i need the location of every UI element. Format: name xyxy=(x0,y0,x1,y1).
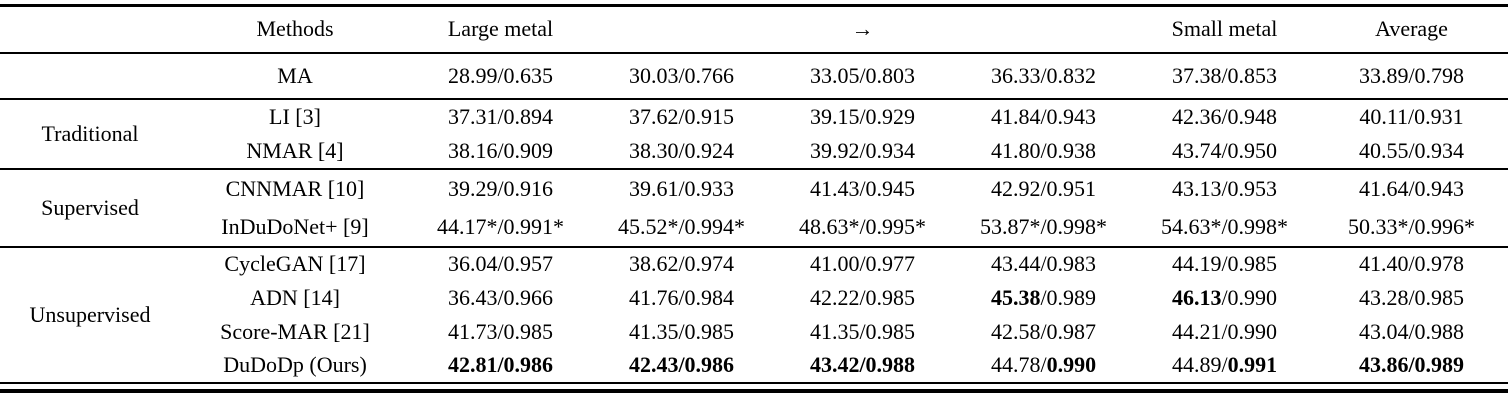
value-cell: 44.21/0.990 xyxy=(1171,318,1278,344)
header-row: Methods Large metal → Small metal Averag… xyxy=(0,6,1508,53)
value-cell: 41.80/0.938 xyxy=(990,137,1097,163)
method-cell: MA xyxy=(180,51,410,99)
value-cell: 43.04/0.988 xyxy=(1358,318,1465,344)
bottom-double-rule xyxy=(0,388,1508,393)
group-cell-unsupervised: Unsupervised xyxy=(0,245,180,383)
value-cell: 39.61/0.933 xyxy=(591,167,772,208)
value-cell: 38.62/0.974 xyxy=(591,245,772,281)
group-cell-empty xyxy=(0,51,180,99)
method-cell: CNNMAR [10] xyxy=(180,167,410,208)
method-cell: LI [3] xyxy=(180,97,410,134)
method-cell: NMAR [4] xyxy=(246,137,344,163)
value-cell: 43.28/0.985 xyxy=(1358,284,1465,310)
table-row-indudonet: InDuDoNet+ [9] 44.17*/0.991* 45.52*/0.99… xyxy=(0,208,1508,247)
col-header-average: Average xyxy=(1375,16,1448,42)
value-cell: 38.16/0.909 xyxy=(447,137,554,163)
value-cell: 37.31/0.894 xyxy=(410,97,591,134)
col-header-blank-1 xyxy=(591,6,772,53)
value-cell: 41.64/0.943 xyxy=(1315,167,1508,208)
value-cell: 42.43/0.986 xyxy=(628,352,735,377)
value-cell: 44.19/0.985 xyxy=(1134,245,1315,281)
value-cell: 36.04/0.957 xyxy=(410,245,591,281)
value-cell: 42.92/0.951 xyxy=(953,167,1134,208)
method-cell: Score-MAR [21] xyxy=(220,318,370,344)
group-cell-supervised: Supervised xyxy=(0,167,180,247)
value-cell: 46.13/0.990 xyxy=(1171,284,1278,310)
table-row-ma: MA 28.99/0.635 30.03/0.766 33.05/0.803 3… xyxy=(0,51,1508,99)
value-cell: 37.62/0.915 xyxy=(591,97,772,134)
value-cell: 41.35/0.985 xyxy=(809,318,916,344)
value-cell: 43.44/0.983 xyxy=(953,245,1134,281)
value-cell: 39.29/0.916 xyxy=(410,167,591,208)
method-cell: CycleGAN [17] xyxy=(180,245,410,281)
col-header-blank-2 xyxy=(953,6,1134,53)
value-cell: 45.52*/0.994* xyxy=(617,213,746,239)
group-cell-traditional: Traditional xyxy=(0,97,180,169)
group-header-cell xyxy=(0,6,180,53)
value-cell: 33.05/0.803 xyxy=(772,51,953,99)
value-cell: 30.03/0.766 xyxy=(591,51,772,99)
value-cell: 54.63*/0.998* xyxy=(1160,213,1289,239)
table-row-li: Traditional LI [3] 37.31/0.894 37.62/0.9… xyxy=(0,97,1508,169)
col-header-large-metal: Large metal xyxy=(447,16,554,42)
value-cell: 43.86/0.989 xyxy=(1358,352,1465,377)
value-cell: 28.99/0.635 xyxy=(410,51,591,99)
value-cell: 33.89/0.798 xyxy=(1315,51,1508,99)
table-row-cyclegan: Unsupervised CycleGAN [17] 36.04/0.957 3… xyxy=(0,245,1508,383)
table-row-adn: ADN [14] 36.43/0.966 41.76/0.984 42.22/0… xyxy=(0,281,1508,315)
value-cell: 42.36/0.948 xyxy=(1134,97,1315,134)
value-cell: 43.13/0.953 xyxy=(1134,167,1315,208)
table-row-cnnmar: Supervised CNNMAR [10] 39.29/0.916 39.61… xyxy=(0,167,1508,247)
value-cell: 41.76/0.984 xyxy=(628,284,735,310)
method-cell: ADN [14] xyxy=(250,284,340,310)
col-header-small-metal: Small metal xyxy=(1171,16,1278,42)
value-cell: 48.63*/0.995* xyxy=(798,213,927,239)
method-cell: InDuDoNet+ [9] xyxy=(221,213,369,239)
value-cell: 50.33*/0.996* xyxy=(1347,213,1476,239)
value-cell: 44.17*/0.991* xyxy=(436,213,565,239)
value-cell: 38.30/0.924 xyxy=(628,137,735,163)
value-cell: 41.73/0.985 xyxy=(447,318,554,344)
table-row-dudodp-ours: DuDoDp (Ours) 42.81/0.986 42.43/0.986 43… xyxy=(0,349,1508,383)
value-cell: 43.42/0.988 xyxy=(809,352,916,377)
value-cell: 41.84/0.943 xyxy=(953,97,1134,134)
value-cell: 41.43/0.945 xyxy=(772,167,953,208)
value-cell: 40.55/0.934 xyxy=(1358,137,1465,163)
value-cell: 36.33/0.832 xyxy=(953,51,1134,99)
value-cell: 41.00/0.977 xyxy=(772,245,953,281)
value-cell: 40.11/0.931 xyxy=(1315,97,1508,134)
value-cell: 41.40/0.978 xyxy=(1315,245,1508,281)
value-cell: 42.81/0.986 xyxy=(447,352,554,377)
table-row-scoremar: Score-MAR [21] 41.73/0.985 41.35/0.985 4… xyxy=(0,315,1508,349)
method-cell: DuDoDp (Ours) xyxy=(223,352,367,377)
value-cell: 42.22/0.985 xyxy=(809,284,916,310)
value-cell: 44.78/0.990 xyxy=(990,352,1097,377)
value-cell: 45.38/0.989 xyxy=(990,284,1097,310)
results-table: Methods Large metal → Small metal Averag… xyxy=(0,4,1508,384)
value-cell: 37.38/0.853 xyxy=(1134,51,1315,99)
value-cell: 43.74/0.950 xyxy=(1171,137,1278,163)
value-cell: 41.35/0.985 xyxy=(628,318,735,344)
value-cell: 39.92/0.934 xyxy=(809,137,916,163)
col-header-arrow: → xyxy=(851,16,874,42)
value-cell: 39.15/0.929 xyxy=(772,97,953,134)
value-cell: 53.87*/0.998* xyxy=(979,213,1108,239)
value-cell: 44.89/0.991 xyxy=(1171,352,1278,377)
table-row-nmar: NMAR [4] 38.16/0.909 38.30/0.924 39.92/0… xyxy=(0,134,1508,169)
value-cell: 36.43/0.966 xyxy=(447,284,554,310)
col-header-methods: Methods xyxy=(256,16,334,42)
value-cell: 42.58/0.987 xyxy=(990,318,1097,344)
